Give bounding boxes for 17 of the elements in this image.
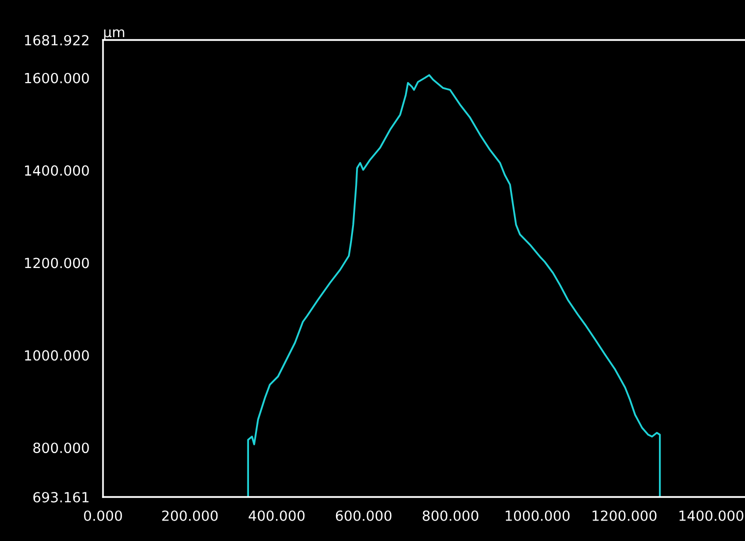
x-tick-label: 1400.000: [680, 510, 744, 521]
x-tick-label: 1200.000: [592, 510, 656, 521]
y-tick-label: 1681.922: [25, 34, 88, 46]
y-tick-label: 1400.000: [25, 165, 89, 176]
x-tick-label: 600.000: [336, 510, 392, 521]
x-tick-label: 400.000: [248, 510, 305, 521]
x-tick-label: 800.000: [422, 510, 478, 521]
y-tick-label: 1600.000: [25, 72, 89, 84]
x-tick-label: 200.000: [162, 510, 218, 521]
y-tick-label: 1200.000: [25, 258, 89, 268]
x-tick-label: 1000.000: [506, 510, 570, 521]
x-tick-label: 0.000: [84, 510, 122, 521]
line-series: [247, 74, 661, 497]
y-tick-label: 1000.000: [25, 350, 89, 361]
y-tick-label: 800.000: [33, 442, 89, 454]
y-axis-title: µm: [104, 29, 124, 40]
y-tick-label: 693.161: [33, 492, 89, 502]
